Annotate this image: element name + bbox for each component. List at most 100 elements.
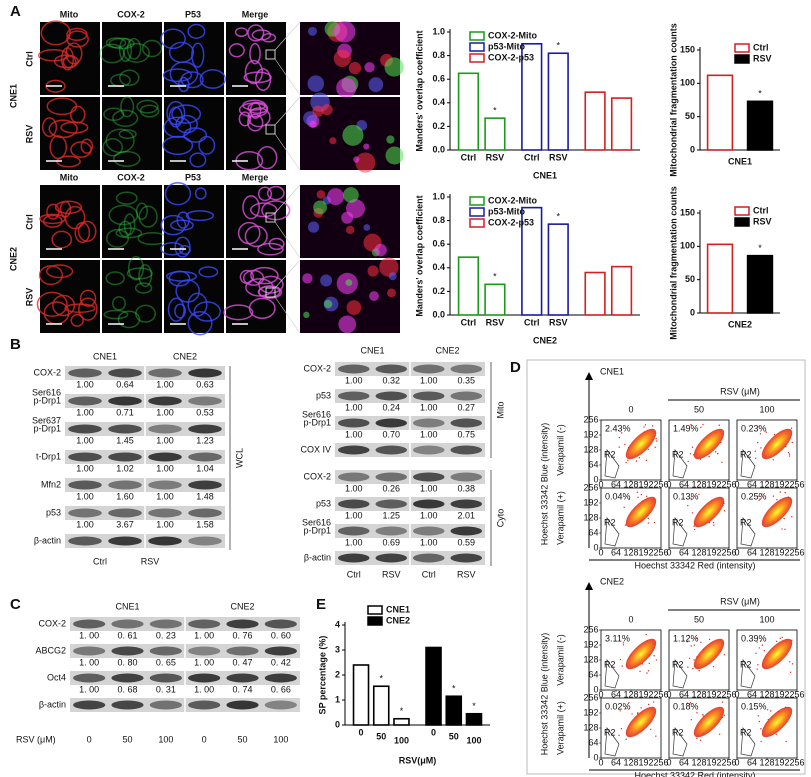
event xyxy=(647,703,650,706)
gate xyxy=(604,517,620,547)
event xyxy=(790,427,793,429)
blot-band xyxy=(338,364,370,374)
legend-label: COX-2-Mito xyxy=(488,195,537,205)
flow-cloud xyxy=(625,496,657,528)
event xyxy=(651,425,654,427)
event xyxy=(765,431,767,433)
cell-signal xyxy=(135,304,157,323)
density-value: 1.00 xyxy=(345,402,363,412)
bar xyxy=(352,664,370,726)
zoom-signal xyxy=(387,288,396,298)
x-tick-label: 64 xyxy=(611,689,621,699)
protein-label: p53 xyxy=(316,498,331,508)
event xyxy=(652,701,655,703)
blot-band xyxy=(226,700,259,710)
micrograph xyxy=(164,260,224,333)
gate-label: R2 xyxy=(604,517,616,527)
legend-swatch xyxy=(734,217,750,227)
density-value: 1.00 xyxy=(345,429,363,439)
x-tick-label: 192 xyxy=(638,689,653,699)
gate-label: R2 xyxy=(672,449,684,459)
protein-label: p53 xyxy=(316,390,331,400)
x-tick-label: 256 xyxy=(721,547,736,557)
density-value: 0.35 xyxy=(457,375,475,385)
density-value: 1. 00 xyxy=(194,630,214,640)
row-label: RSV xyxy=(24,288,34,307)
y-tick-label: 1.0 xyxy=(432,26,445,36)
event xyxy=(781,636,783,639)
y-tick-label: 256 xyxy=(583,624,598,634)
blot-header: CNE1 xyxy=(115,601,139,611)
lane-label: RSV xyxy=(382,569,401,579)
blot-band xyxy=(413,499,445,509)
blot-band xyxy=(108,536,142,546)
blot-band xyxy=(264,700,297,710)
event xyxy=(647,517,650,520)
gate xyxy=(604,449,620,479)
protein-label: β-actin xyxy=(39,699,66,709)
density-value: 1. 00 xyxy=(79,657,99,667)
x-tick-label: Ctrl xyxy=(461,317,477,327)
arrow-head xyxy=(585,582,593,590)
event xyxy=(755,457,757,459)
protein-label: ABCG2 xyxy=(35,645,66,655)
legend-swatch xyxy=(734,43,750,53)
row-label: Ctrl xyxy=(24,214,34,230)
cell-signal xyxy=(141,39,163,58)
dose-label: 100 xyxy=(158,734,173,744)
lane-label: RSV xyxy=(141,556,160,566)
dose-title: RSV (μM) xyxy=(16,734,56,744)
flow-cloud xyxy=(693,496,725,528)
zoom-signal xyxy=(363,143,370,150)
bar xyxy=(425,646,442,726)
x-tick-label: 256 xyxy=(721,689,736,699)
cell-signal xyxy=(160,214,187,236)
cell-signal xyxy=(40,20,71,46)
y-tick-label: 0 xyxy=(593,542,598,552)
blot-band xyxy=(450,364,482,374)
event xyxy=(622,644,625,646)
x-tick-label: 128 xyxy=(623,547,638,557)
density-value: 0.26 xyxy=(382,483,400,493)
density-value: 1.00 xyxy=(420,402,438,412)
blot-band xyxy=(68,536,102,546)
zoom-box xyxy=(265,124,276,135)
channel-header: COX-2 xyxy=(117,9,145,19)
cell-signal xyxy=(126,267,153,280)
blot-band xyxy=(68,368,102,378)
density-value: 1.60 xyxy=(116,491,134,501)
event xyxy=(775,640,778,643)
event xyxy=(756,441,759,444)
legend-label: Ctrl xyxy=(753,205,769,215)
gate xyxy=(672,659,688,689)
density-value: 1. 00 xyxy=(194,657,214,667)
blot-header: CNE2 xyxy=(173,351,197,361)
micrograph xyxy=(102,22,162,95)
event xyxy=(758,499,760,501)
cell-signal xyxy=(78,297,98,321)
cell-line: CNE2 xyxy=(8,247,18,271)
y-tick-label: 0 xyxy=(593,752,598,762)
cell-signal xyxy=(103,309,129,320)
blot-band xyxy=(111,646,144,656)
event xyxy=(772,459,775,461)
panel-label: D xyxy=(510,359,521,376)
bar xyxy=(465,712,483,726)
x-tick-label: 128 xyxy=(691,689,706,699)
event xyxy=(759,498,761,500)
legend-swatch xyxy=(469,31,485,41)
zoom-signal xyxy=(329,137,337,145)
blot-header: CNE2 xyxy=(230,601,254,611)
cell-signal xyxy=(244,59,263,85)
y-tick-label: 0.2 xyxy=(432,286,445,296)
blot-band xyxy=(148,396,182,406)
zoom-signal xyxy=(313,200,327,215)
blot-band xyxy=(413,526,445,536)
cell-line: CNE1 xyxy=(8,84,18,108)
event xyxy=(696,737,698,739)
x-tick-label: Ctrl xyxy=(461,152,477,162)
x-tick-label: 50 xyxy=(376,731,386,741)
blot-band xyxy=(450,472,482,482)
event xyxy=(625,738,627,741)
bar xyxy=(393,717,410,726)
